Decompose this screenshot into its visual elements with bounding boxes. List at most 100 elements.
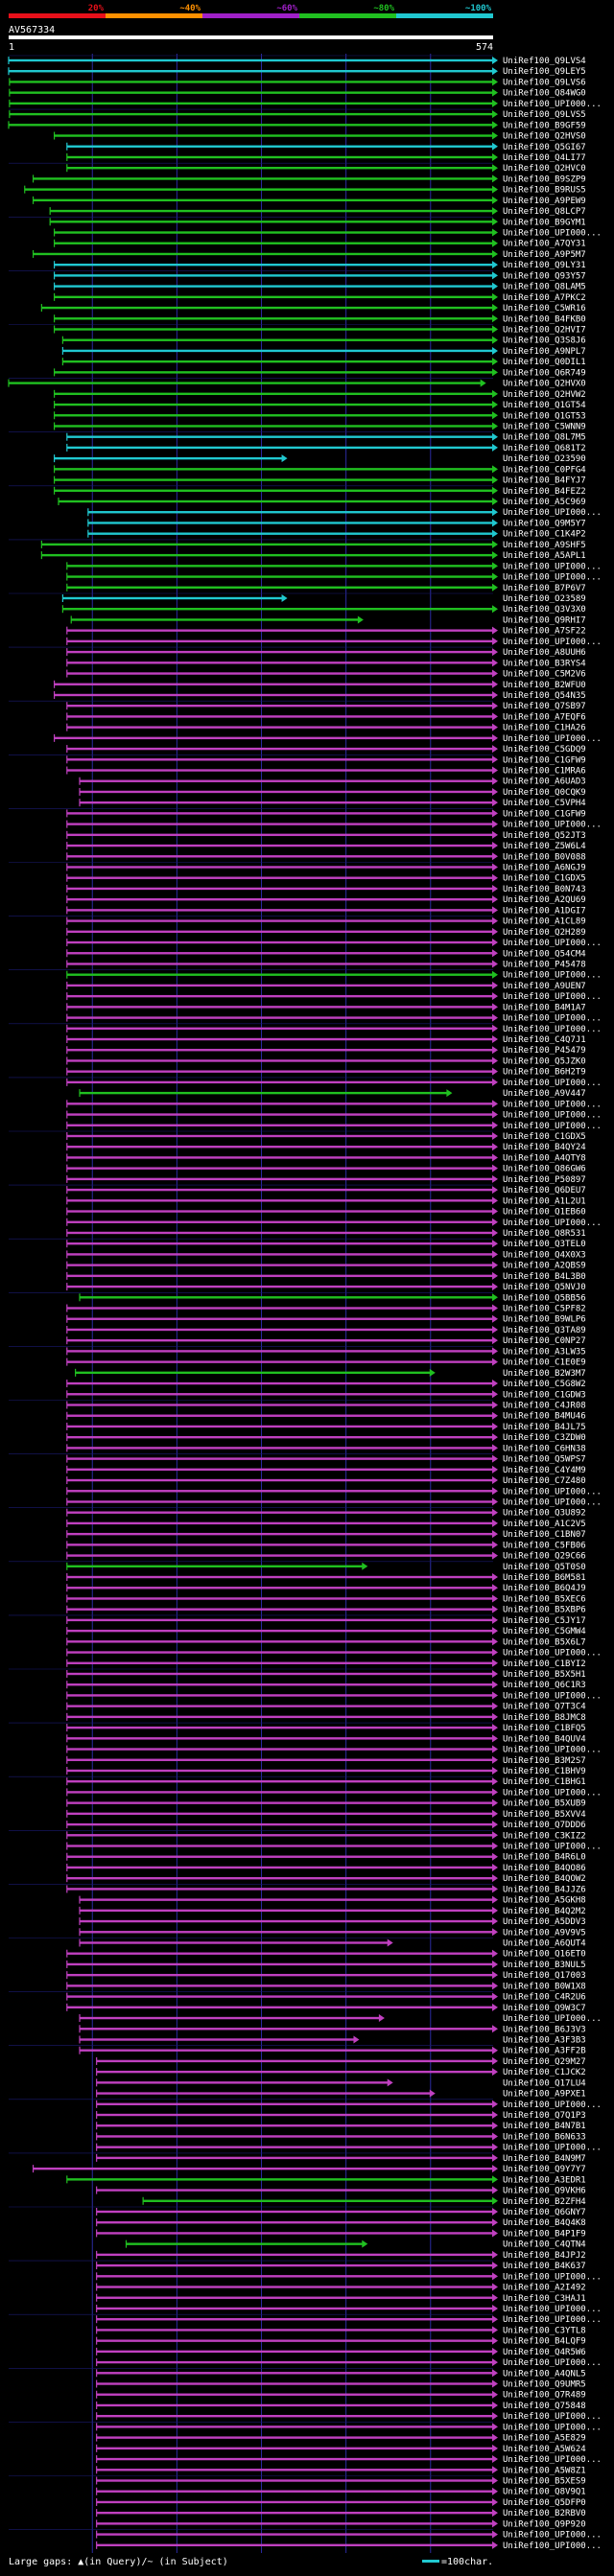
hit-label[interactable]: UniRef100_Q8LAM5 xyxy=(503,283,586,292)
hit-label[interactable]: UniRef100_C0PFG4 xyxy=(503,465,586,475)
hit-row[interactable]: UniRef100_A5E829 xyxy=(96,2433,586,2444)
hit-row[interactable]: UniRef100_C0NP27 xyxy=(66,1336,586,1346)
hit-label[interactable]: UniRef100_C1HA26 xyxy=(503,724,586,733)
hit-label[interactable]: UniRef100_Q6R749 xyxy=(503,368,586,378)
hit-row[interactable]: UniRef100_Q8L7M5 xyxy=(66,432,586,443)
hit-row[interactable]: UniRef100_Q17003 xyxy=(66,1971,586,1981)
hit-label[interactable]: UniRef100_B4JL75 xyxy=(503,1423,586,1432)
hit-row[interactable]: UniRef100_C1BHV9 xyxy=(66,1766,586,1776)
hit-label[interactable]: UniRef100_C5WR16 xyxy=(503,304,586,313)
hit-row[interactable]: UniRef100_UPI000... xyxy=(66,637,602,647)
hit-label[interactable]: UniRef100_Q5GI67 xyxy=(503,143,586,152)
hit-label[interactable]: UniRef100_C5FB06 xyxy=(503,1541,586,1550)
hit-label[interactable]: UniRef100_Q2HVC0 xyxy=(503,164,586,174)
hit-row[interactable]: UniRef100_Q5GI67 xyxy=(66,142,586,152)
hit-label[interactable]: UniRef100_B4P1F9 xyxy=(503,2229,586,2239)
hit-label[interactable]: UniRef100_Q16ET0 xyxy=(503,1950,586,1960)
hit-label[interactable]: UniRef100_B9RUS5 xyxy=(503,186,586,196)
hit-row[interactable]: UniRef100_C5GDQ9 xyxy=(66,745,586,754)
hit-label[interactable]: UniRef100_UPI000... xyxy=(503,2014,602,2024)
hit-label[interactable]: UniRef100_A9V447 xyxy=(503,1089,586,1099)
hit-label[interactable]: UniRef100_B4LQF9 xyxy=(503,2337,586,2347)
hit-label[interactable]: UniRef100_Q5T0S0 xyxy=(503,1563,586,1572)
hit-label[interactable]: UniRef100_UPI000... xyxy=(503,2531,602,2541)
hit-row[interactable]: UniRef100_Q9LVS4 xyxy=(8,57,586,66)
hit-label[interactable]: UniRef100_Q1GT54 xyxy=(503,401,586,410)
hit-row[interactable]: UniRef100_UPI000... xyxy=(96,2455,602,2465)
hit-label[interactable]: UniRef100_Q54CM4 xyxy=(503,949,586,959)
hit-row[interactable]: UniRef100_B4Q4K8 xyxy=(96,2218,586,2228)
hit-row[interactable]: UniRef100_UPI000... xyxy=(66,1497,602,1507)
hit-label[interactable]: UniRef100_UPI000... xyxy=(503,939,602,948)
hit-row[interactable]: UniRef100_Q5JZK0 xyxy=(66,1056,586,1066)
hit-label[interactable]: UniRef100_C4Q7J1 xyxy=(503,1035,586,1045)
hit-row[interactable]: UniRef100_C4JR08 xyxy=(66,1401,586,1411)
hit-row[interactable]: UniRef100_Q16ET0 xyxy=(66,1949,586,1960)
hit-label[interactable]: UniRef100_A8UUH6 xyxy=(503,648,586,658)
hit-row[interactable]: UniRef100_A5APL1 xyxy=(40,551,586,561)
hit-label[interactable]: UniRef100_UPI000... xyxy=(503,229,602,239)
hit-row[interactable]: UniRef100_B5X6L7 xyxy=(66,1637,586,1647)
hit-row[interactable]: UniRef100_UPI000... xyxy=(66,1745,602,1755)
hit-row[interactable]: UniRef100_Q2HVI7 xyxy=(53,325,586,336)
hit-row[interactable]: UniRef100_Q3TA89 xyxy=(66,1325,586,1335)
hit-label[interactable]: UniRef100_B4N9M7 xyxy=(503,2154,586,2164)
hit-label[interactable]: UniRef100_Q4X0X3 xyxy=(503,1250,586,1260)
hit-row[interactable]: UniRef100_C6HN38 xyxy=(66,1444,586,1453)
hit-label[interactable]: UniRef100_B5XEC6 xyxy=(503,1594,586,1604)
hit-label[interactable]: UniRef100_A9UEN7 xyxy=(503,982,586,991)
hit-row[interactable]: UniRef100_C4Q7J1 xyxy=(66,1035,586,1045)
hit-label[interactable]: UniRef100_UPI000... xyxy=(503,1746,602,1755)
hit-label[interactable]: UniRef100_A3FF2B xyxy=(503,2047,586,2056)
hit-label[interactable]: UniRef100_B0V088 xyxy=(503,852,586,862)
hit-row[interactable]: UniRef100_C5PF82 xyxy=(66,1304,586,1314)
hit-row[interactable]: UniRef100_Q0DIL1 xyxy=(61,358,586,367)
hit-row[interactable]: UniRef100_UPI000... xyxy=(66,1110,602,1121)
hit-label[interactable]: UniRef100_Q2H289 xyxy=(503,928,586,938)
hit-label[interactable]: UniRef100_A9V9V5 xyxy=(503,1928,586,1938)
hit-label[interactable]: UniRef100_C1JCK2 xyxy=(503,2068,586,2077)
hit-label[interactable]: UniRef100_A2I492 xyxy=(503,2284,586,2293)
hit-row[interactable]: UniRef100_Q681T2 xyxy=(66,443,586,453)
hit-label[interactable]: UniRef100_B3NUL5 xyxy=(503,1961,586,1970)
hit-row[interactable]: UniRef100_UPI000... xyxy=(9,99,602,109)
hit-label[interactable]: UniRef100_Q3TA89 xyxy=(503,1326,586,1335)
hit-label[interactable]: UniRef100_B6N633 xyxy=(503,2132,586,2142)
hit-label[interactable]: UniRef100_A6QUT4 xyxy=(503,1939,586,1949)
hit-row[interactable]: UniRef100_B2RBV0 xyxy=(96,2509,586,2518)
hit-row[interactable]: UniRef100_C5WR16 xyxy=(40,304,586,313)
hit-row[interactable]: UniRef100_A3FF2B xyxy=(79,2046,586,2056)
hit-row[interactable]: UniRef100_Q7Q1P3 xyxy=(96,2111,586,2121)
hit-row[interactable]: UniRef100_A9NPL7 xyxy=(61,346,586,357)
hit-label[interactable]: UniRef100_A2QU69 xyxy=(503,895,586,905)
hit-row[interactable]: UniRef100_B4N9M7 xyxy=(96,2153,586,2164)
hit-row[interactable]: UniRef100_Q52JT3 xyxy=(66,830,586,841)
hit-row[interactable]: UniRef100_B4JPJ2 xyxy=(96,2250,586,2261)
hit-label[interactable]: UniRef100_Q2HVW2 xyxy=(503,390,586,400)
hit-row[interactable]: UniRef100_A7SF22 xyxy=(66,626,586,637)
hit-label[interactable]: UniRef100_A1DGI7 xyxy=(503,906,586,916)
hit-row[interactable]: UniRef100_UPI000... xyxy=(66,1024,602,1034)
hit-row[interactable]: UniRef100_C0PFG4 xyxy=(53,465,586,475)
hit-row[interactable]: UniRef100_Q8LCP7 xyxy=(49,207,586,217)
hit-row[interactable]: UniRef100_B3RYS4 xyxy=(66,659,586,668)
hit-label[interactable]: UniRef100_Q9LY31 xyxy=(503,261,586,270)
hit-row[interactable]: UniRef100_Q0CQK9 xyxy=(79,787,586,798)
hit-label[interactable]: UniRef100_Q6DEU7 xyxy=(503,1186,586,1195)
hit-label[interactable]: UniRef100_B2WFU0 xyxy=(503,681,586,690)
hit-row[interactable]: UniRef100_Q4R5W6 xyxy=(96,2347,586,2357)
hit-label[interactable]: UniRef100_C1K4P2 xyxy=(503,530,586,540)
hit-label[interactable]: UniRef100_C6HN38 xyxy=(503,1444,586,1453)
hit-label[interactable]: UniRef100_A5W8Z1 xyxy=(503,2466,586,2475)
hit-row[interactable]: UniRef100_Z5W6L4 xyxy=(66,842,586,851)
hit-label[interactable]: UniRef100_B4JJZ6 xyxy=(503,1885,586,1894)
hit-row[interactable]: UniRef100_UPI000... xyxy=(66,572,602,583)
hit-label[interactable]: UniRef100_Q1GT53 xyxy=(503,411,586,421)
hit-label[interactable]: UniRef100_A5DDV3 xyxy=(503,1917,586,1927)
hit-label[interactable]: UniRef100_A1L2U1 xyxy=(503,1196,586,1206)
hit-label[interactable]: UniRef100_B2RBV0 xyxy=(503,2509,586,2518)
hit-label[interactable]: UniRef100_UPI000... xyxy=(503,2423,602,2432)
hit-row[interactable]: UniRef100_C1GFW9 xyxy=(66,809,586,819)
hit-row[interactable]: UniRef100_UPI000... xyxy=(66,1842,602,1852)
hit-label[interactable]: UniRef100_Q6GNY7 xyxy=(503,2208,586,2217)
